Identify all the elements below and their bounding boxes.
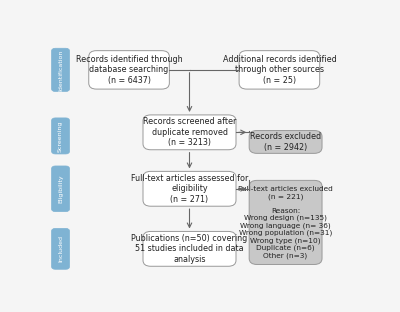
FancyBboxPatch shape — [143, 232, 236, 266]
Text: Records excluded
(n = 2942): Records excluded (n = 2942) — [250, 132, 321, 152]
Text: Included: Included — [58, 235, 63, 262]
FancyBboxPatch shape — [52, 166, 70, 212]
Text: Records screened after
duplicate removed
(n = 3213): Records screened after duplicate removed… — [143, 117, 236, 147]
FancyBboxPatch shape — [52, 228, 70, 269]
Text: Screening: Screening — [58, 120, 63, 152]
FancyBboxPatch shape — [52, 118, 70, 154]
FancyBboxPatch shape — [143, 115, 236, 150]
FancyBboxPatch shape — [249, 130, 322, 154]
Text: Eligibility: Eligibility — [58, 174, 63, 203]
Text: Full-text articles excluded
(n = 221)

Reason:
Wrong design (n=135)
Wrong langua: Full-text articles excluded (n = 221) Re… — [238, 186, 333, 259]
Text: Full-text articles assessed for
eligibility
(n = 271): Full-text articles assessed for eligibil… — [131, 174, 248, 204]
FancyBboxPatch shape — [143, 171, 236, 206]
Text: Additional records identified
through other sources
(n = 25): Additional records identified through ot… — [222, 55, 336, 85]
FancyBboxPatch shape — [89, 51, 169, 89]
Text: Publications (n=50) covering
51 studies included in data
analysis: Publications (n=50) covering 51 studies … — [131, 234, 248, 264]
Text: Records identified through
database searching
(n = 6437): Records identified through database sear… — [76, 55, 182, 85]
Text: Identification: Identification — [58, 49, 63, 90]
FancyBboxPatch shape — [52, 48, 70, 91]
FancyBboxPatch shape — [239, 51, 320, 89]
FancyBboxPatch shape — [249, 180, 322, 265]
